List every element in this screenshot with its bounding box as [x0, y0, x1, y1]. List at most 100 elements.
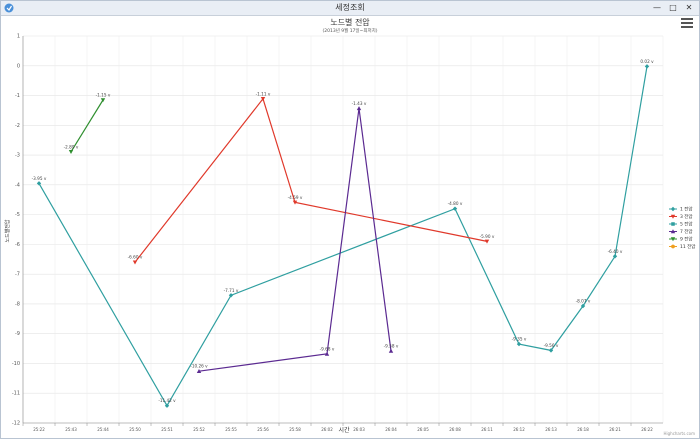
y-tick-label: -3	[15, 153, 20, 159]
data-label: -9.35 v	[512, 337, 527, 342]
data-point[interactable]	[548, 348, 554, 353]
x-tick-label: 25:58	[289, 427, 301, 432]
close-button[interactable]: ✕	[685, 3, 693, 12]
data-point[interactable]	[292, 200, 298, 205]
data-point[interactable]	[228, 293, 234, 298]
x-tick-label: 26:18	[577, 427, 589, 432]
data-point[interactable]	[356, 106, 362, 111]
data-label: -6.40 v	[608, 249, 623, 254]
data-point[interactable]	[260, 97, 266, 102]
app-icon	[4, 3, 14, 13]
chart-container: 1 0 -1 -2 -3 -4 -5 -6 -7 -8 -9 -10 -11 -12 25:22 25:43 2…	[1, 16, 699, 438]
y-tick-label: -5	[15, 212, 20, 218]
y-tick-label: 0	[17, 63, 20, 69]
legend-marker[interactable]	[670, 206, 676, 212]
y-tick-label: -10	[12, 361, 20, 367]
data-point[interactable]	[196, 369, 202, 373]
data-label: -1.11 v	[256, 91, 271, 96]
legend-item[interactable]: 7 전압	[669, 228, 693, 235]
data-point[interactable]	[36, 181, 42, 186]
data-label: -11.42 v	[158, 398, 176, 403]
x-tick-label: 26:03	[353, 427, 365, 432]
y-tick-label: -9	[15, 331, 20, 337]
data-point[interactable]	[612, 254, 618, 259]
x-tick-label: 25:56	[257, 427, 269, 432]
maximize-button[interactable]: □	[669, 3, 677, 12]
data-label: -2.89 v	[64, 144, 79, 149]
data-label: -7.71 v	[224, 288, 239, 293]
legend-marker[interactable]	[670, 214, 676, 219]
legend-item[interactable]: 9 전압	[669, 236, 693, 243]
data-point[interactable]	[388, 348, 394, 353]
window-title: 세정조회	[335, 3, 365, 12]
data-point[interactable]	[100, 98, 106, 103]
data-point[interactable]	[580, 303, 586, 309]
x-tick-label: 25:44	[97, 427, 109, 432]
data-point[interactable]	[516, 341, 522, 347]
data-label: -3.95 v	[32, 176, 47, 181]
series-2: -6.60 v -1.11 v -4.59 v -5.90 v	[128, 91, 495, 265]
data-point[interactable]	[132, 260, 138, 265]
legend-marker[interactable]	[670, 229, 676, 234]
legend-item[interactable]: 3 전압	[669, 213, 693, 220]
y-axis-label: 노드별전압	[4, 219, 11, 242]
x-tick-label: 25:52	[193, 427, 205, 432]
data-label: -9.56 v	[544, 343, 559, 348]
legend-label: 3 전압	[680, 213, 693, 220]
y-tick-label: -4	[15, 182, 20, 188]
data-label: -9.68 v	[320, 346, 335, 351]
data-point[interactable]	[68, 150, 74, 155]
x-tick-label: 26:04	[385, 427, 397, 432]
x-tick-label: 26:12	[513, 427, 525, 432]
minimize-button[interactable]: —	[653, 3, 661, 12]
data-label: -10.26 v	[190, 364, 208, 369]
chart-title: 노드별 전압	[330, 17, 370, 27]
data-point[interactable]	[164, 403, 170, 408]
data-point[interactable]	[644, 64, 650, 69]
data-label: -9.58 v	[384, 343, 399, 348]
data-label: -5.90 v	[480, 234, 495, 239]
series-4: -10.26 v -9.68 v -1.43 v -9.58 v	[190, 101, 399, 373]
data-point[interactable]	[484, 239, 490, 244]
x-tick-label: 25:43	[65, 427, 77, 432]
y-tick-label: -12	[12, 421, 20, 427]
data-label: 0.02 v	[640, 59, 654, 64]
y-tick-label: 1	[17, 34, 20, 40]
legend-label: 1 전압	[680, 206, 693, 213]
x-tick-label: 26:13	[545, 427, 557, 432]
data-point[interactable]	[452, 206, 458, 211]
data-label: -1.43 v	[352, 101, 367, 106]
legend-item[interactable]: 11 전압	[669, 243, 695, 250]
legend-label: 7 전압	[680, 228, 693, 235]
x-tick-label: 26:11	[481, 427, 493, 432]
x-tick-label: 26:08	[449, 427, 461, 432]
data-label: -4.59 v	[288, 195, 303, 200]
x-tick-label: 25:50	[129, 427, 141, 432]
legend-marker[interactable]	[670, 237, 676, 242]
data-label: -4.80 v	[448, 201, 463, 206]
legend-label: 11 전압	[680, 243, 695, 250]
y-tick-label: -8	[15, 301, 20, 307]
x-tick-label: 25:51	[161, 427, 173, 432]
y-tick-label: -11	[12, 391, 20, 397]
legend-marker[interactable]	[671, 244, 675, 249]
series-line	[70, 99, 104, 153]
data-point[interactable]	[324, 351, 330, 356]
data-label: -8.07 v	[576, 299, 591, 304]
legend-label: 5 전압	[680, 221, 693, 228]
legend-label: 9 전압	[680, 236, 693, 243]
y-tick-label: -6	[15, 242, 20, 248]
y-tick-label: -7	[15, 272, 20, 278]
chart-menu-button[interactable]	[681, 18, 693, 28]
x-tick-label: 26:02	[321, 427, 333, 432]
y-tick-label: -1	[15, 93, 20, 99]
legend-item[interactable]: 5 전압	[669, 221, 693, 228]
chart-credit: Highcharts.com	[663, 431, 696, 436]
legend-item[interactable]: 1 전압	[669, 206, 693, 213]
line-chart: 1 0 -1 -2 -3 -4 -5 -6 -7 -8 -9 -10 -11 -12 25:22 25:43 2…	[4, 17, 695, 434]
data-label: -1.15 v	[96, 93, 111, 98]
series-1: -3.95 v -11.42 v -7.71 v -4.80 v -9.35 v -9.5…	[32, 59, 654, 408]
x-tick-label: 26:22	[641, 427, 653, 432]
legend-marker[interactable]	[671, 222, 675, 226]
